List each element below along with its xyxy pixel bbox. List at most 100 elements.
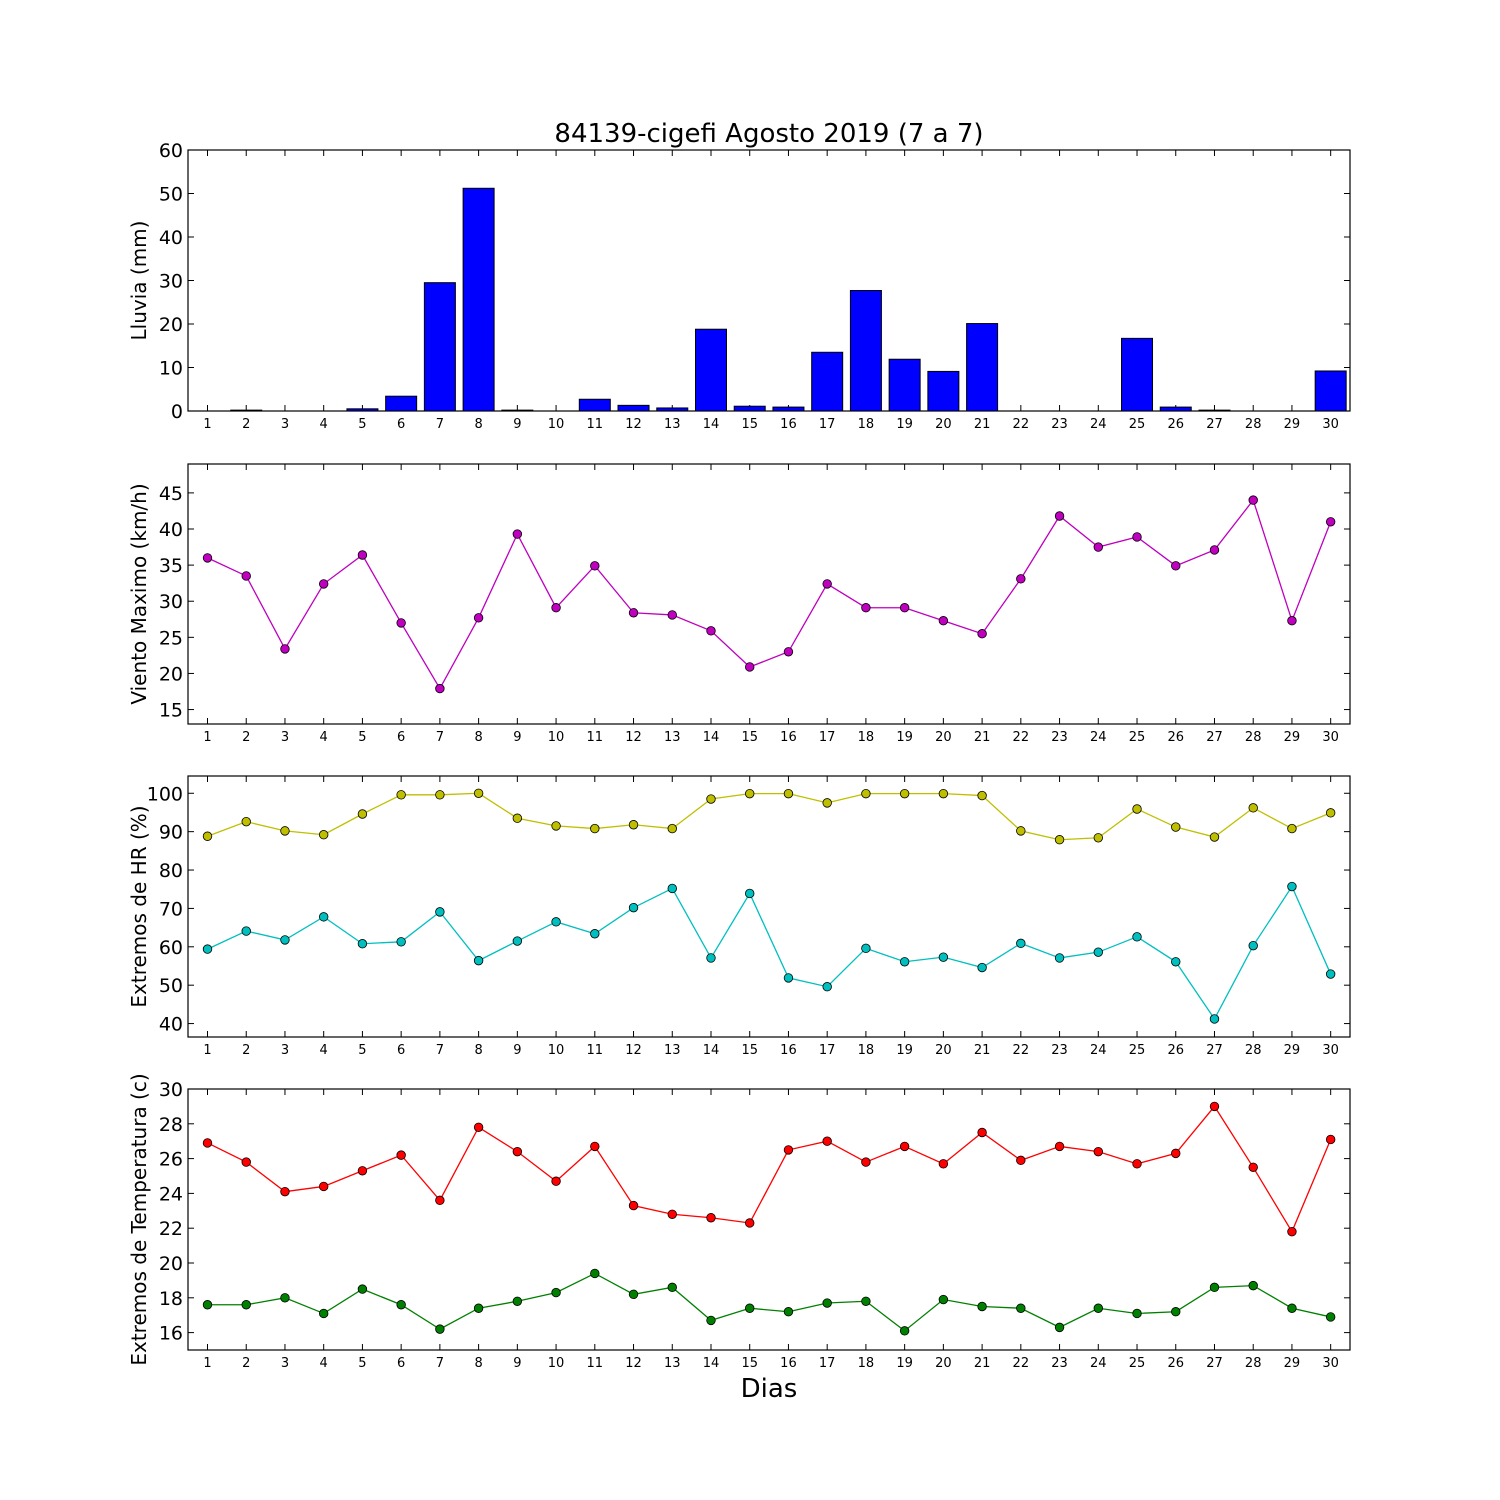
temperature-series-1-point <box>1209 1282 1220 1293</box>
rain-bar <box>578 398 611 412</box>
wind-xtick-label: 10 <box>548 730 565 745</box>
wind-xtick-label: 3 <box>281 730 289 745</box>
x-axis-label: Dias <box>741 1374 798 1404</box>
wind-xtick-label: 21 <box>974 730 991 745</box>
rain-xtick-label: 9 <box>513 417 521 432</box>
rain-xtick-label: 7 <box>436 417 444 432</box>
temperature-ytick-label: 26 <box>159 1149 183 1171</box>
wind-series-0-point <box>551 603 561 613</box>
wind-xtick-label: 1 <box>203 730 211 745</box>
humidity-series-1-point <box>1209 1014 1220 1024</box>
wind-xtick-label: 2 <box>242 730 250 745</box>
humidity-xtick-label: 17 <box>819 1043 836 1058</box>
wind-series-0-point <box>1248 495 1258 505</box>
temperature-series-0-point <box>1016 1155 1026 1166</box>
humidity-series-1-point <box>1093 947 1103 957</box>
wind-xtick-label: 22 <box>1013 730 1030 745</box>
temperature-series-0-point <box>706 1213 716 1223</box>
temperature-series-1-point <box>706 1315 716 1326</box>
rain-ytick-label: 20 <box>159 314 183 336</box>
temperature-series-1-point <box>977 1301 987 1312</box>
wind-ytick-label: 35 <box>159 555 183 577</box>
wind-xtick-label: 29 <box>1284 730 1301 745</box>
humidity-series-0-point <box>628 820 639 830</box>
humidity-series-1-point <box>512 936 523 946</box>
wind-xtick-label: 27 <box>1206 730 1223 745</box>
humidity-xtick-label: 6 <box>397 1043 405 1058</box>
temperature-series-1-point <box>551 1287 561 1298</box>
temperature-series-1-point <box>473 1303 484 1313</box>
temperature-series-0-point <box>551 1176 561 1186</box>
temperature-xtick-label: 21 <box>974 1356 991 1371</box>
wind-xtick-label: 13 <box>664 730 681 745</box>
wind-xtick-label: 17 <box>819 730 836 745</box>
rain-bar <box>656 407 689 412</box>
humidity-xtick-label: 30 <box>1322 1043 1339 1058</box>
wind-series-0-point <box>1054 511 1065 521</box>
rain-bar <box>462 187 495 412</box>
temperature-series-0-point <box>938 1159 949 1169</box>
humidity-series-0-point <box>1287 823 1297 834</box>
temperature-xtick-label: 9 <box>513 1356 521 1371</box>
temperature-xtick-label: 10 <box>548 1356 565 1371</box>
humidity-series-1-point <box>899 957 910 967</box>
rain-ytick-label: 50 <box>159 184 183 206</box>
temperature-series-0-line <box>207 1105 1332 1234</box>
temperature-series-0-point <box>822 1136 832 1146</box>
rain-bar <box>966 323 999 412</box>
wind-series-0-point <box>667 610 677 620</box>
temperature-ytick-label: 28 <box>159 1114 183 1136</box>
humidity-series-0-point <box>1016 826 1026 836</box>
temperature-series-1-point <box>435 1324 445 1334</box>
humidity-series-1-point <box>706 953 716 963</box>
rain-bar <box>1314 370 1347 412</box>
rain-bar <box>1159 406 1192 412</box>
rain-bar <box>733 405 766 412</box>
temperature-series-1-point <box>202 1300 213 1310</box>
temperature-series-0-point <box>473 1122 484 1132</box>
temperature-ytick-label: 20 <box>159 1253 183 1275</box>
humidity-xtick-label: 27 <box>1206 1043 1223 1058</box>
humidity-series-1-point <box>667 883 677 894</box>
humidity-ytick-label: 100 <box>147 783 183 805</box>
wind-series-0-point <box>783 647 794 657</box>
rain-bar <box>423 282 456 412</box>
humidity-series-1-point <box>822 982 832 992</box>
humidity-series-1-point <box>977 962 987 973</box>
rain-xtick-label: 1 <box>203 417 211 432</box>
wind-xtick-label: 6 <box>397 730 405 745</box>
temperature-series-1-point <box>357 1284 368 1294</box>
rain-xtick-label: 26 <box>1167 417 1184 432</box>
wind-xtick-label: 11 <box>587 730 604 745</box>
temperature-series-1-point <box>861 1296 871 1306</box>
temperature-series-0-point <box>1325 1134 1336 1145</box>
rain-xtick-label: 21 <box>974 417 991 432</box>
temperature-xtick-label: 25 <box>1129 1356 1146 1371</box>
temperature-series-1-line <box>207 1272 1331 1332</box>
humidity-plot-frame <box>187 775 1351 1038</box>
wind-series-0-point <box>861 603 871 613</box>
temperature-series-1-point <box>745 1303 755 1313</box>
humidity-series-1-point <box>1287 881 1297 892</box>
temperature-series-0-point <box>590 1141 600 1152</box>
humidity-series-1-point <box>861 943 871 954</box>
humidity-series-0-point <box>512 813 523 823</box>
rain-xtick-label: 19 <box>896 417 913 432</box>
temperature-xtick-label: 12 <box>625 1356 642 1371</box>
temperature-ytick-label: 18 <box>159 1288 183 1310</box>
rain-xtick-label: 20 <box>935 417 952 432</box>
rain-xtick-label: 29 <box>1284 417 1301 432</box>
wind-series-0-point <box>938 616 949 626</box>
rain-bar <box>811 351 844 412</box>
rain-xtick-label: 14 <box>703 417 720 432</box>
humidity-xtick-label: 13 <box>664 1043 681 1058</box>
wind-series-0-point <box>1171 561 1181 571</box>
wind-series-0-point <box>1016 574 1026 584</box>
temperature-series-1-point <box>241 1300 251 1310</box>
humidity-series-0-point <box>241 816 251 827</box>
temperature-xtick-label: 5 <box>358 1356 366 1371</box>
humidity-series-1-point <box>1132 932 1142 942</box>
wind-series-0-point <box>318 579 329 589</box>
